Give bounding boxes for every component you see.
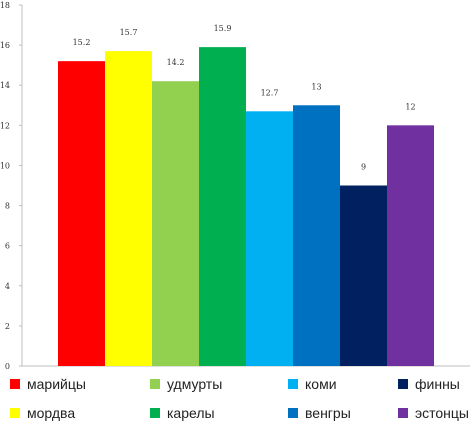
legend-item: мордва (10, 403, 75, 423)
bar-6 (293, 105, 340, 367)
y-tick-label: 12 (0, 121, 10, 130)
legend-label: карелы (167, 405, 215, 421)
bar-8 (387, 125, 434, 366)
legend-item: эстонцы (398, 403, 469, 423)
legend-label: удмурты (167, 376, 223, 392)
y-tick-label: 16 (0, 41, 10, 50)
y-tick-label: 0 (5, 362, 10, 370)
bar-value-label: 15.9 (214, 24, 232, 33)
legend-label: марийцы (27, 376, 86, 392)
y-tick-label: 18 (0, 1, 10, 10)
legend-item: карелы (150, 403, 215, 423)
legend-label: эстонцы (415, 405, 469, 421)
chart-value-labels: 15.2 15.7 14.2 15.9 12.7 13 9 12 (73, 24, 416, 171)
legend-label: мордва (27, 405, 76, 421)
legend-item: марийцы (10, 374, 86, 394)
bar-value-label: 12 (405, 102, 415, 111)
bar-value-label: 14.2 (167, 58, 185, 67)
bar-7 (340, 185, 387, 366)
y-tick-label: 2 (5, 322, 10, 331)
chart-bars (58, 47, 434, 367)
bar-4 (199, 47, 246, 366)
legend-swatch (398, 379, 408, 389)
legend-swatch (10, 379, 20, 389)
bar-1 (58, 61, 105, 367)
y-tick-label: 10 (0, 161, 10, 170)
bar-value-label: 12.7 (261, 88, 279, 97)
legend-item: коми (288, 374, 337, 394)
y-tick-label: 6 (5, 242, 10, 251)
chart-legend: марийцы мордва удмурты карелы коми венгры финн… (0, 370, 476, 435)
legend-swatch (288, 379, 298, 389)
bar-3 (152, 81, 199, 366)
bar-2 (105, 51, 152, 366)
bar-value-label: 15.7 (120, 28, 138, 37)
legend-swatch (150, 379, 160, 389)
legend-swatch (288, 408, 298, 418)
legend-swatch (150, 408, 160, 418)
legend-label: финны (415, 376, 460, 392)
legend-label: венгры (305, 405, 351, 421)
bar-5 (246, 111, 293, 367)
bar-value-label: 13 (311, 82, 321, 91)
legend-item: удмурты (150, 374, 222, 394)
y-tick-label: 14 (0, 81, 10, 90)
legend-item: финны (398, 374, 460, 394)
legend-swatch (398, 408, 408, 418)
bar-value-label: 15.2 (73, 38, 91, 47)
y-tick-label: 4 (5, 282, 10, 291)
y-tick-label: 8 (5, 202, 10, 211)
legend-label: коми (305, 376, 337, 392)
legend-item: венгры (288, 403, 351, 423)
bar-value-label: 9 (361, 163, 366, 172)
legend-swatch (10, 408, 20, 418)
